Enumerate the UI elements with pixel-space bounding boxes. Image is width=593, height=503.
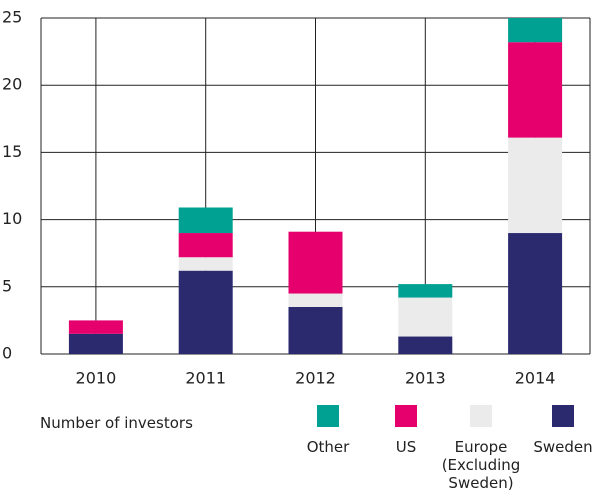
x-tick-label: 2010 — [76, 369, 117, 388]
legend-label: US — [395, 438, 417, 456]
bar-segment — [178, 257, 233, 271]
y-tick-label: 15 — [2, 142, 22, 161]
legend-title: Number of investors — [40, 414, 193, 432]
bar-segment — [178, 270, 233, 354]
bar-segment — [288, 306, 343, 354]
bar-segment — [288, 293, 343, 307]
bar-segment — [68, 333, 123, 354]
bar-segment — [288, 231, 343, 294]
bar-segment — [178, 207, 233, 234]
legend-label: Other — [306, 438, 350, 456]
bar-segment — [508, 137, 563, 234]
bar-segment — [398, 336, 453, 354]
bar-segment — [68, 320, 123, 334]
legend-label: Europe (Excluding Sweden) — [441, 438, 521, 492]
x-tick-label: 2011 — [185, 369, 226, 388]
y-tick-label: 25 — [2, 8, 22, 27]
legend-swatch — [395, 405, 417, 427]
legend-swatch — [552, 405, 574, 427]
x-tick-label: 2013 — [405, 369, 446, 388]
bar-segment — [398, 297, 453, 337]
x-tick-label: 2014 — [515, 369, 556, 388]
bar-segment — [508, 18, 563, 43]
y-tick-label: 10 — [2, 209, 22, 228]
bar-segment — [508, 233, 563, 354]
legend-label: Sweden — [533, 438, 593, 456]
y-tick-label: 20 — [2, 75, 22, 94]
x-tick-label: 2012 — [295, 369, 336, 388]
bar-segment — [398, 284, 453, 298]
legend-swatch — [470, 405, 492, 427]
y-tick-label: 5 — [2, 276, 12, 295]
bar-segment — [508, 42, 563, 138]
y-tick-label: 0 — [2, 344, 12, 363]
bar-segment — [178, 233, 233, 258]
legend-swatch — [317, 405, 339, 427]
